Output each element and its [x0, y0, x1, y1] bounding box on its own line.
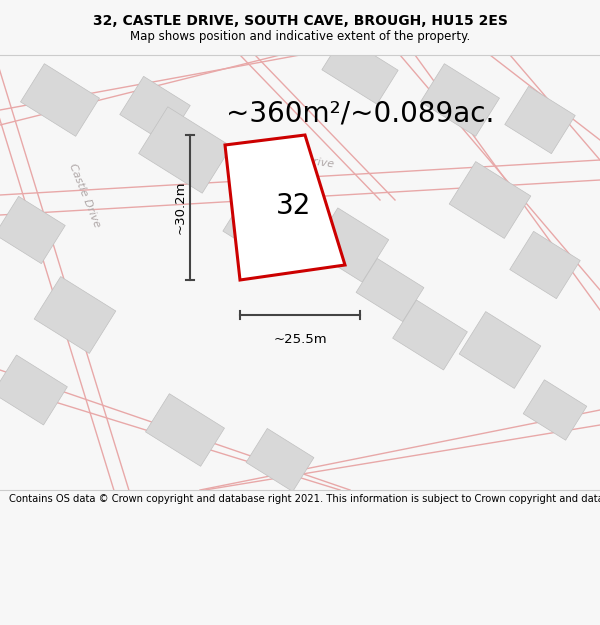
Text: 32, CASTLE DRIVE, SOUTH CAVE, BROUGH, HU15 2ES: 32, CASTLE DRIVE, SOUTH CAVE, BROUGH, HU… [92, 14, 508, 28]
Polygon shape [0, 355, 67, 425]
Polygon shape [225, 135, 345, 280]
Polygon shape [505, 86, 575, 154]
Text: Contains OS data © Crown copyright and database right 2021. This information is : Contains OS data © Crown copyright and d… [9, 494, 600, 504]
Polygon shape [246, 429, 314, 491]
Text: Castle Drive: Castle Drive [266, 150, 334, 170]
Polygon shape [34, 277, 116, 353]
Polygon shape [322, 36, 398, 104]
Polygon shape [139, 107, 232, 193]
Text: ~30.2m: ~30.2m [173, 181, 187, 234]
Polygon shape [449, 162, 531, 238]
Text: Map shows position and indicative extent of the property.: Map shows position and indicative extent… [130, 30, 470, 43]
Polygon shape [0, 196, 65, 264]
Text: Castle Drive: Castle Drive [68, 161, 103, 229]
Text: ~25.5m: ~25.5m [273, 333, 327, 346]
Polygon shape [223, 184, 307, 266]
Text: 32: 32 [276, 192, 311, 220]
Polygon shape [20, 64, 100, 136]
Polygon shape [510, 231, 580, 299]
Polygon shape [421, 64, 499, 136]
Polygon shape [311, 208, 389, 282]
Polygon shape [146, 394, 224, 466]
Polygon shape [120, 76, 190, 144]
Text: ~360m²/~0.089ac.: ~360m²/~0.089ac. [226, 100, 494, 128]
Polygon shape [392, 300, 467, 370]
Polygon shape [523, 380, 587, 440]
Polygon shape [459, 312, 541, 388]
Polygon shape [356, 259, 424, 321]
